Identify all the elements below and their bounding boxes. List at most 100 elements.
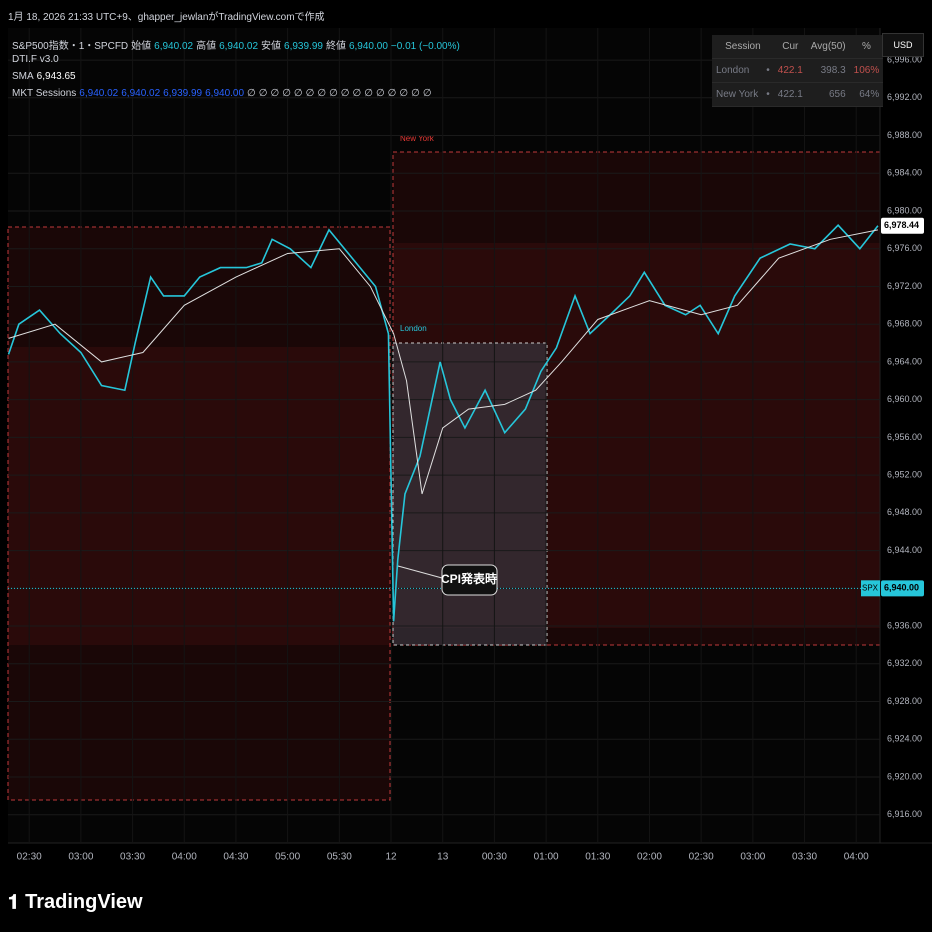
empty: ∅ [247, 88, 256, 99]
row: London • 422.1 398.3 106% [712, 58, 884, 83]
price-label: 6,978.44 [884, 220, 919, 230]
label: 終値 [325, 41, 346, 52]
sessions-name: MKT Sessions [12, 88, 77, 99]
cell: 106% [849, 58, 884, 83]
x-tick-label: 04:00 [172, 852, 197, 863]
callout-pointer [397, 565, 443, 579]
x-tick-label: 03:00 [68, 852, 93, 863]
cell: 64% [849, 82, 884, 107]
empty: ∅ [258, 88, 268, 99]
legend-row: MKT Sessions 6,940.02 6,940.02 6,939.99 6,94… [12, 88, 435, 99]
y-tick-label: 6,968.00 [887, 319, 922, 329]
empty: ∅ [422, 88, 432, 99]
caption: 1月 18, 2026 21:33 UTC+9、ghapper_jewlanがT… [8, 12, 325, 23]
header-cell: Session [712, 35, 774, 59]
price-line [8, 229, 879, 495]
sma-name: SMA [12, 71, 34, 82]
row: New York • 422.1 656 64% [712, 82, 884, 107]
empty: ∅ [282, 88, 291, 99]
empty: ∅ [270, 88, 280, 99]
x-tick-label: 02:30 [17, 852, 42, 863]
cell: 422.1 [773, 58, 807, 83]
empty: ∅ [387, 88, 397, 99]
value: 6,943.65 [36, 71, 76, 82]
marks [7, 28, 880, 843]
change: −0.01 (−0.00%) [390, 41, 460, 52]
y-tick-label: 6,996.00 [887, 54, 922, 64]
y-tick-label: 6,932.00 [887, 658, 922, 668]
y-tick-label: 6,944.00 [887, 545, 922, 555]
empty: ∅ [352, 88, 362, 99]
y-tick-label: 6,920.00 [887, 771, 922, 781]
cell: 422.1 [773, 82, 807, 107]
value: 6,940.02 [219, 41, 259, 52]
session-label: New York [400, 134, 435, 143]
x-tick-label: 05:30 [327, 852, 352, 863]
symbol: S&P500指数・1・SPCFD [12, 41, 129, 52]
tag-bg [861, 580, 880, 597]
cell: • [762, 82, 774, 107]
empty: ∅ [329, 88, 338, 99]
cell: 656 [806, 82, 850, 107]
indicator: DTI.F v3.0 [12, 54, 59, 65]
value: 6,940.02 [79, 88, 119, 99]
header-row: Session Cur Avg(50)% [712, 35, 884, 59]
label: 高値 [196, 41, 217, 52]
empty: ∅ [293, 88, 303, 99]
empty: ∅ [411, 88, 420, 99]
cell: New York [712, 82, 763, 107]
empty: ∅ [305, 88, 315, 99]
label: 安値 [261, 41, 282, 52]
legend-row: SMA 6,943.65 [12, 71, 79, 82]
session-table: Session Cur Avg(50)% London • 422.1 398.3 106% N… [712, 35, 884, 107]
value: 6,940.02 [121, 88, 161, 99]
value: 6,940.00 [348, 41, 388, 52]
empty: ∅ [364, 88, 373, 99]
y-tick-label: 6,928.00 [887, 696, 922, 706]
tag: SPX [862, 583, 879, 592]
callout: CPI発表時 [441, 571, 497, 586]
x-tick-label: 03:30 [792, 852, 817, 863]
price-label-bg [881, 580, 924, 597]
callout-box [441, 564, 498, 596]
x-tick-label: 03:00 [740, 852, 765, 863]
price-label: 6,940.00 [884, 583, 919, 593]
y-tick-label: 6,980.00 [887, 205, 922, 215]
x-tick-label: 04:30 [223, 852, 248, 863]
y-tick-label: 6,924.00 [887, 734, 922, 744]
empty: ∅ [340, 88, 350, 99]
price-label-bg [881, 217, 924, 234]
y-tick-label: 6,988.00 [887, 130, 922, 140]
value: 6,940.02 [154, 41, 194, 52]
cell: • [762, 58, 774, 83]
y-tick-label: 6,936.00 [887, 620, 922, 630]
value: 6,939.99 [284, 41, 323, 52]
label: 始値 [131, 41, 152, 52]
y-tick-label: 6,964.00 [887, 356, 922, 366]
y-tick-label: 6,916.00 [887, 809, 922, 819]
empty: ∅ [399, 88, 409, 99]
header-cell: Cur [773, 35, 807, 59]
header-cell: % [849, 35, 884, 59]
empty: ∅ [375, 88, 385, 99]
header-cell: Avg(50) [806, 35, 850, 59]
cell: London [712, 58, 763, 83]
y-tick-label: 6,976.00 [887, 243, 922, 253]
x-tick-label: 02:30 [689, 852, 714, 863]
x-tick-label: 04:00 [844, 852, 869, 863]
x-tick-label: 00:30 [482, 852, 507, 863]
y-tick-label: 6,952.00 [887, 469, 922, 479]
london-range [8, 347, 390, 645]
x-tick-label: 01:30 [585, 852, 610, 863]
y-tick-label: 6,972.00 [887, 281, 922, 291]
y-tick-label: 6,948.00 [887, 507, 922, 517]
cpi-box [392, 342, 548, 646]
y-tick-label: 6,960.00 [887, 394, 922, 404]
legend-row: S&P500指数・1・SPCFD 始値 6,940.02 高値 6,940.02 安値 6,… [12, 37, 463, 52]
currency[interactable]: USD [882, 33, 924, 57]
london-border [7, 226, 391, 801]
x-tick-label: 05:00 [275, 852, 300, 863]
cell: 398.3 [806, 58, 850, 83]
y-tick-label: 6,956.00 [887, 432, 922, 442]
